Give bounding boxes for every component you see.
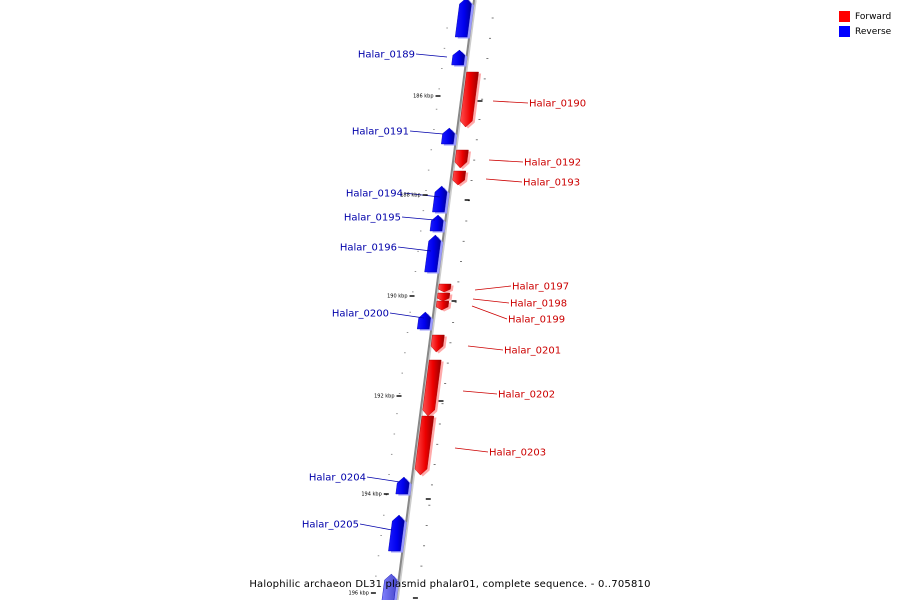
- leader-line: [454, 447, 489, 453]
- gene-feature-halar-0197: [438, 283, 452, 293]
- leader-line: [474, 285, 512, 291]
- leader-line: [467, 345, 504, 351]
- gene-feature-halar-0199: [435, 300, 450, 311]
- kbp-label: 196 kbp: [349, 591, 369, 597]
- legend-item-reverse: Reverse: [839, 24, 891, 39]
- reverse-swatch: [839, 26, 850, 37]
- gene-labels: Halar_0189 Halar_0190 Halar_0191 Halar_0192…: [302, 50, 586, 531]
- sequence-backbone: [395, 0, 477, 600]
- gene-label-halar-0194: Halar_0194: [346, 189, 403, 200]
- leader-line: [359, 523, 393, 531]
- gene-feature-halar-0194: [432, 185, 448, 213]
- gene-label-halar-0195: Halar_0195: [344, 213, 401, 224]
- leader-line: [462, 390, 498, 395]
- legend-label-forward: Forward: [855, 11, 892, 22]
- gene-label-halar-0201: Halar_0201: [504, 346, 561, 357]
- gene-feature-halar-0191: [441, 127, 455, 145]
- leader-line: [485, 178, 523, 183]
- gene-feature-halar-0192: [454, 149, 469, 169]
- gene-feature-halar-0193: [452, 170, 467, 186]
- leader-line: [488, 159, 524, 163]
- legend: Forward Reverse: [839, 9, 891, 39]
- leader-line: [409, 130, 444, 135]
- label-leaders: [359, 53, 529, 531]
- map-title: Halophilic archaeon DL31 plasmid phalar0…: [249, 579, 651, 590]
- leader-line: [389, 312, 425, 319]
- minor-ticks: [375, 17, 494, 577]
- gene-label-halar-0199: Halar_0199: [508, 315, 565, 326]
- gene-features: [381, 0, 482, 600]
- legend-item-forward: Forward: [839, 9, 891, 24]
- leader-line: [492, 100, 529, 104]
- kbp-label: 186 kbp: [413, 94, 433, 100]
- gene-label-halar-0192: Halar_0192: [524, 158, 581, 169]
- kbp-label: 188 kbp: [400, 193, 420, 199]
- leader-line: [415, 53, 448, 58]
- gene-feature-partial-bottom: [381, 573, 397, 600]
- gene-feature-halar-0196: [424, 234, 441, 273]
- leader-line: [403, 192, 441, 198]
- leader-line: [366, 476, 401, 483]
- gene-feature-halar-0189: [451, 49, 466, 66]
- gene-label-halar-0190: Halar_0190: [529, 99, 586, 110]
- forward-swatch: [839, 11, 850, 22]
- leader-line: [472, 298, 510, 304]
- kbp-label: 194 kbp: [361, 492, 381, 498]
- gene-feature-halar-0190: [460, 71, 479, 128]
- gene-label-halar-0203: Halar_0203: [489, 448, 546, 459]
- gene-feature-halar-0203: [414, 415, 435, 476]
- gene-label-halar-0202: Halar_0202: [498, 390, 555, 401]
- leader-line: [471, 305, 508, 320]
- kbp-label: 192 kbp: [374, 394, 394, 400]
- gene-feature-partial-top: [454, 0, 472, 38]
- gene-label-halar-0205: Halar_0205: [302, 520, 359, 531]
- gene-feature-halar-0202: [422, 359, 442, 417]
- gene-label-halar-0191: Halar_0191: [352, 127, 409, 138]
- gene-feature-halar-0201: [430, 334, 445, 353]
- gene-label-halar-0198: Halar_0198: [510, 299, 567, 310]
- kbp-label: 190 kbp: [387, 294, 407, 300]
- gene-feature-halar-0198: [436, 292, 451, 302]
- gene-label-halar-0200: Halar_0200: [332, 309, 389, 320]
- leader-line: [397, 246, 432, 252]
- kbp-marks: 186 kbp 188 kbp 190 kbp 192 kbp 194 kbp 196 k…: [349, 94, 483, 599]
- gene-feature-halar-0204: [395, 476, 410, 495]
- gene-label-halar-0204: Halar_0204: [309, 473, 366, 484]
- leader-line: [401, 216, 436, 221]
- legend-label-reverse: Reverse: [855, 26, 892, 37]
- gene-label-halar-0196: Halar_0196: [340, 243, 397, 254]
- gene-label-halar-0197: Halar_0197: [512, 282, 569, 293]
- gene-feature-halar-0195: [429, 214, 444, 232]
- gene-feature-halar-0200: [416, 311, 431, 330]
- gene-label-halar-0193: Halar_0193: [523, 178, 580, 189]
- gene-feature-halar-0205: [388, 514, 405, 552]
- gene-label-halar-0189: Halar_0189: [358, 50, 415, 61]
